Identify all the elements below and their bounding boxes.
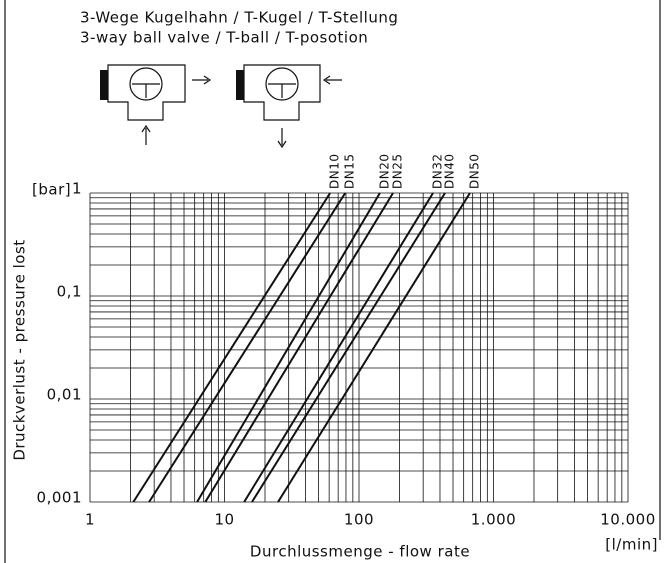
series-label: DN40 — [443, 154, 457, 190]
y-tick-label: 1 — [72, 180, 82, 198]
x-tick-label: 10 — [214, 511, 234, 529]
series-line — [204, 192, 394, 503]
x-tick-label: 100 — [344, 511, 374, 529]
y-unit: [bar] — [32, 181, 71, 199]
series-line — [277, 192, 471, 503]
y-tick-label: 0,001 — [37, 489, 82, 507]
x-tick-label: 1.000 — [471, 511, 516, 529]
series-label: DN20 — [377, 154, 391, 190]
series-label: DN32 — [431, 154, 445, 190]
series-label: DN50 — [467, 154, 481, 190]
series-label: DN15 — [343, 154, 357, 190]
series-line — [196, 192, 381, 503]
chart-subtitle: 3-way ball valve / T-ball / T-posotion — [80, 29, 368, 47]
x-tick-label: 1 — [85, 511, 95, 529]
x-axis-label: Durchlussmenge - flow rate — [250, 543, 470, 561]
series-line — [243, 192, 434, 503]
x-tick-label: 10.000 — [600, 511, 656, 529]
y-axis-label: Druckverlust - pressure lost — [11, 239, 29, 460]
series-line — [148, 192, 347, 503]
series-line — [251, 192, 446, 503]
valve-icon — [100, 64, 342, 149]
x-unit: [l/min] — [605, 536, 658, 554]
y-tick-label: 0,01 — [47, 386, 82, 404]
chart-title: 3-Wege Kugelhahn / T-Kugel / T-Stellung — [80, 9, 398, 27]
y-tick-label: 0,1 — [57, 283, 82, 301]
series-line — [132, 192, 331, 503]
series-label: DN10 — [328, 154, 342, 190]
series-label: DN25 — [391, 154, 405, 190]
